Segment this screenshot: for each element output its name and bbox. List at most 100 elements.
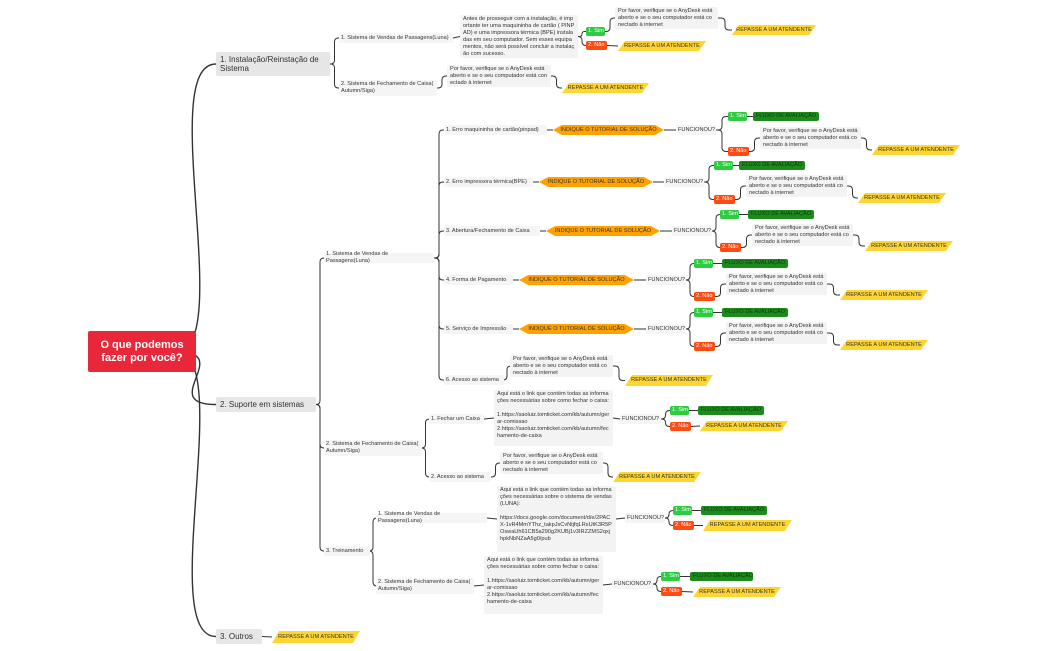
repasse-button[interactable]: REPASSE A UM ATENDENTE xyxy=(700,421,788,431)
topic-suporte-luna[interactable]: 1. Sistema de Vendas de Passagens(Luna) xyxy=(324,251,434,264)
topic-instalacao-luna[interactable]: 1. Sistema de Vendas de Passagens(Luna) xyxy=(339,33,453,43)
repasse-button[interactable]: REPASSE A UM ATENDENTE xyxy=(625,375,713,386)
connector-line xyxy=(603,462,613,478)
branch-instalacao[interactable]: 1. Instalação/Reinstação de Sistema xyxy=(216,52,330,76)
repasse-button[interactable]: REPASSE A UM ATENDENTE xyxy=(840,340,928,350)
topic-treinamento-luna[interactable]: 1. Sistema de Vendas de Passagens(Luna) xyxy=(376,511,487,524)
sim-option[interactable]: 1. Sim xyxy=(694,259,713,268)
topic-suporte-item[interactable]: 6. Acesso ao sistema xyxy=(444,375,504,385)
connector-line xyxy=(483,417,495,420)
repasse-button[interactable]: REPASSE A UM ATENDENTE xyxy=(872,145,960,155)
fluxo-avaliacao-button[interactable]: FLUXO DE AVALIAÇÃO xyxy=(722,308,788,317)
repasse-button[interactable]: REPASSE A UM ATENDENTE xyxy=(840,290,928,300)
sim-option[interactable]: 1. Sim xyxy=(714,161,733,170)
repasse-button[interactable]: REPASSE A UM ATENDENTE xyxy=(272,631,360,643)
topic-suporte-item[interactable]: 1. Erro maquininha de cartão(pinpad) xyxy=(444,125,547,135)
root-topic[interactable]: O que podemos fazer por você? xyxy=(88,331,196,372)
repasse-button[interactable]: REPASSE A UM ATENDENTE xyxy=(703,520,792,531)
tutorial-button[interactable]: INDIQUE O TUTORIAL DE SOLUÇÃO xyxy=(519,324,634,334)
connector-line xyxy=(716,116,728,131)
sim-option[interactable]: 1. Sim xyxy=(670,406,689,415)
nao-option[interactable]: 2. Não xyxy=(586,41,607,50)
nao-option[interactable]: 2. Não xyxy=(694,342,715,351)
note-anydesk: Por favor, verifique se o AnyDesk está a… xyxy=(500,452,603,474)
topic-fechar-caixa[interactable]: 1. Fechar um Caixa xyxy=(429,414,484,424)
connector-line xyxy=(685,279,695,297)
connector-line xyxy=(704,181,714,200)
connector-line xyxy=(578,31,586,37)
nao-option[interactable]: 2. Não xyxy=(670,422,691,431)
branch-suporte[interactable]: 2. Suporte em sistemas xyxy=(216,397,316,412)
topic-instalacao-caixa[interactable]: 2. Sistema de Fechamento de Caixa( Autum… xyxy=(339,80,437,96)
connector-line xyxy=(690,425,701,427)
funcionou-question[interactable]: FUNCIONOU? xyxy=(646,324,686,334)
nao-option[interactable]: 2. Não xyxy=(714,195,735,204)
connector-line xyxy=(653,583,661,592)
sim-option[interactable]: 1. Sim xyxy=(694,308,713,317)
nao-option[interactable]: 2. Não xyxy=(673,521,694,530)
nao-option[interactable]: 2. Não xyxy=(720,243,741,252)
tutorial-button[interactable]: INDIQUE O TUTORIAL DE SOLUÇÃO xyxy=(519,275,634,285)
connector-line xyxy=(711,214,721,232)
sim-option[interactable]: 1. Sim xyxy=(720,210,739,219)
connector-line xyxy=(685,312,695,330)
connector-line xyxy=(421,447,430,478)
sim-option[interactable]: 1. Sim xyxy=(661,572,680,581)
connector-line xyxy=(735,185,746,200)
sim-option[interactable]: 1. Sim xyxy=(586,27,605,36)
tutorial-button[interactable]: INDIQUE O TUTORIAL DE SOLUÇÃO xyxy=(553,125,664,135)
topic-treinamento[interactable]: 3. Treinamento xyxy=(324,546,370,556)
sim-option[interactable]: 1. Sim xyxy=(728,112,747,121)
topic-suporte-item[interactable]: 3. Abertura/Fechamento de Caixa xyxy=(444,226,540,236)
repasse-button[interactable]: REPASSE A UM ATENDENTE xyxy=(613,472,701,482)
topic-suporte-item[interactable]: 2. Erro impressora térmica(BPE) xyxy=(444,177,533,187)
nao-option[interactable]: 2. Não xyxy=(728,147,749,156)
note-anydesk: Por favor, verifique se o AnyDesk está a… xyxy=(746,175,847,197)
funcionou-question[interactable]: FUNCIONOU? xyxy=(625,513,665,523)
funcionou-question[interactable]: FUNCIONOU? xyxy=(676,125,716,135)
tutorial-button[interactable]: INDIQUE O TUTORIAL DE SOLUÇÃO xyxy=(546,226,660,236)
branch-outros[interactable]: 3. Outros xyxy=(216,629,262,644)
note-anydesk: Por favor, verifique se o AnyDesk está a… xyxy=(615,7,718,29)
fluxo-avaliacao-button[interactable]: FLUXO DE AVALIAÇÃO xyxy=(739,161,805,170)
connector-line xyxy=(175,350,217,638)
note-anydesk: Por favor, verifique se o AnyDesk está a… xyxy=(726,273,827,295)
repasse-button[interactable]: REPASSE A UM ATENDENTE xyxy=(865,241,953,251)
tutorial-button[interactable]: INDIQUE O TUTORIAL DE SOLUÇÃO xyxy=(539,177,653,187)
topic-treinamento-caixa[interactable]: 2. Sistema de Fechamento de Caixa( Autum… xyxy=(376,578,474,594)
repasse-button[interactable]: REPASSE A UM ATENDENTE xyxy=(693,587,781,597)
repasse-button[interactable]: REPASSE A UM ATENDENTE xyxy=(618,41,706,51)
connector-line xyxy=(491,462,500,478)
repasse-button[interactable]: REPASSE A UM ATENDENTE xyxy=(562,83,649,93)
funcionou-question[interactable]: FUNCIONOU? xyxy=(612,579,653,589)
connector-line xyxy=(602,583,613,586)
fluxo-avaliacao-button[interactable]: FLUXO DE AVALIAÇÃO xyxy=(701,506,767,515)
fluxo-avaliacao-button[interactable]: FLUXO DE AVALIAÇÃO xyxy=(753,112,819,121)
topic-suporte-caixa[interactable]: 2. Sistema de Fechamento de Caixa( Autum… xyxy=(324,440,422,456)
funcionou-question[interactable]: FUNCIONOU? xyxy=(620,414,661,424)
fluxo-avaliacao-button[interactable]: FLUXO DE AVALIAÇÃO xyxy=(698,406,764,415)
topic-acesso-sistema[interactable]: 2. Acesso ao sistema xyxy=(429,472,491,482)
nao-option[interactable]: 2. Não xyxy=(661,587,682,596)
connector-line xyxy=(716,129,728,152)
fluxo-avaliacao-button[interactable]: FLUXO DE AVALIAÇÃO xyxy=(722,259,788,268)
connector-line xyxy=(502,365,512,381)
fluxo-avaliacao-button[interactable]: FLUXO DE AVALIAÇÃO xyxy=(690,572,753,581)
funcionou-question[interactable]: FUNCIONOU? xyxy=(672,226,712,236)
note-anydesk: Por favor, verifique se o AnyDesk está a… xyxy=(510,355,613,377)
topic-suporte-item[interactable]: 4. Forma de Pagamento xyxy=(444,275,513,285)
sim-option[interactable]: 1. Sim xyxy=(673,506,692,515)
fluxo-avaliacao-button[interactable]: FLUXO DE AVALIAÇÃO xyxy=(748,210,814,219)
funcionou-question[interactable]: FUNCIONOU? xyxy=(664,177,704,187)
connector-line xyxy=(681,591,694,593)
nao-option[interactable]: 2. Não xyxy=(694,292,715,301)
connector-line xyxy=(612,417,621,420)
note-link-caixa: Aqui está o link que contém todas as inf… xyxy=(484,556,603,614)
funcionou-question[interactable]: FUNCIONOU? xyxy=(646,275,686,285)
repasse-button[interactable]: REPASSE A UM ATENDENTE xyxy=(732,25,816,35)
topic-suporte-item[interactable]: 5. Serviço de Impressão xyxy=(444,324,513,334)
connector-line xyxy=(434,230,444,259)
repasse-button[interactable]: REPASSE A UM ATENDENTE xyxy=(858,193,946,203)
connector-line xyxy=(715,283,726,297)
